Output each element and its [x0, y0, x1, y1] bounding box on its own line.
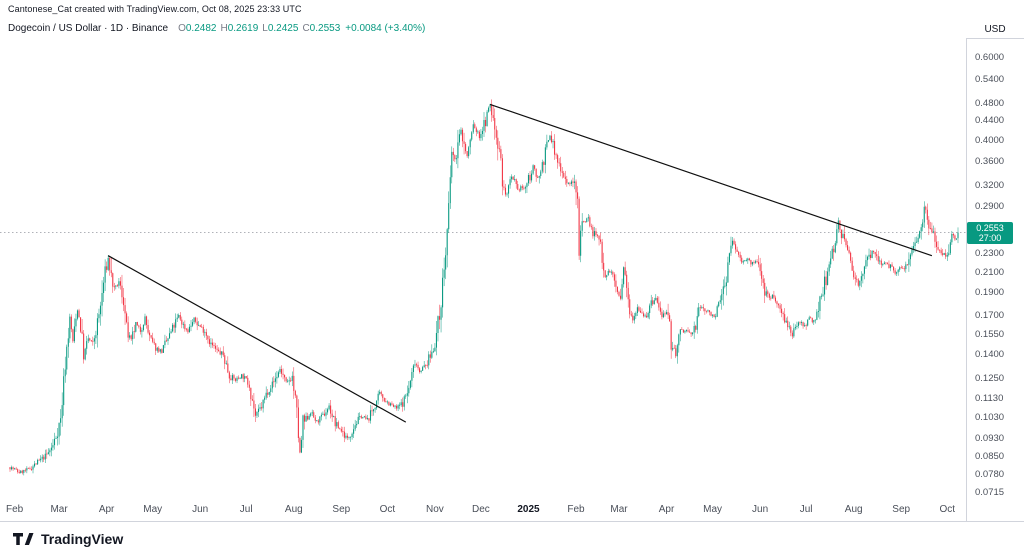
time-axis-label: Jun: [192, 504, 209, 515]
tradingview-wordmark: TradingView: [41, 530, 124, 547]
change-value: +0.0084 (+3.40%): [345, 23, 426, 34]
price-axis-label: 0.4400: [975, 115, 1005, 127]
time-axis-label: Feb: [567, 504, 585, 515]
price-axis-label: 0.5400: [975, 73, 1005, 85]
time-axis-label: Jun: [752, 504, 769, 515]
last-price-value: 0.2553: [976, 222, 1004, 233]
price-axis-label: 0.1030: [975, 412, 1005, 424]
close-label: C: [302, 23, 310, 34]
time-axis-label: Sep: [892, 504, 911, 515]
high-label: H: [220, 23, 228, 34]
price-axis-label: 0.0780: [975, 468, 1005, 480]
up-candle-bodies: [10, 104, 959, 474]
down-candle-wicks: [9, 99, 956, 475]
price-axis-label: 0.2300: [975, 247, 1005, 259]
time-axis-label: Oct: [379, 504, 396, 515]
open-value: 0.2482: [185, 23, 217, 34]
chart-header: Dogecoin / US Dollar · 1D · Binance O0.24…: [8, 23, 425, 34]
bar-countdown: 27:00: [978, 232, 1002, 243]
time-axis-label: Oct: [939, 504, 956, 515]
candlestick-chart[interactable]: [0, 40, 966, 521]
last-price-badge: 0.2553 27:00: [967, 221, 1013, 244]
time-axis[interactable]: Feb Mar Apr May Jun Jul Aug Sep Oct Nov Dec 2025 Feb…: [0, 501, 966, 519]
down-candle-bodies: [9, 104, 956, 474]
price-axis-label: 0.1700: [975, 309, 1005, 321]
tradingview-logo-icon: [13, 532, 34, 545]
time-axis-label: Apr: [98, 504, 115, 515]
time-axis-label: Jul: [799, 504, 813, 515]
time-axis-label: Mar: [610, 504, 628, 515]
time-axis-label: Apr: [658, 504, 675, 515]
price-axis-label: 0.1550: [975, 328, 1005, 340]
symbol-title[interactable]: Dogecoin / US Dollar · 1D · Binance: [8, 23, 169, 34]
price-axis-label: 0.2100: [975, 266, 1005, 278]
trendline-2[interactable]: [489, 103, 933, 257]
price-axis-label: 0.1250: [975, 372, 1005, 384]
time-axis-label: 2025: [517, 504, 540, 515]
time-axis-label: May: [143, 504, 163, 515]
price-axis-label: 0.0930: [975, 433, 1005, 444]
tradingview-logo-link[interactable]: TradingView: [13, 531, 123, 547]
ohlc-values: O0.2482 H0.2619 L0.2425 C0.2553 +0.0084 (+3.…: [174, 23, 425, 34]
price-axis-label: 0.3200: [975, 180, 1005, 192]
trendline-1[interactable]: [107, 255, 407, 423]
price-axis-label: 0.1130: [975, 393, 1004, 405]
price-axis-label: 0.4000: [975, 134, 1005, 146]
price-axis-label: 0.0715: [975, 486, 1005, 498]
price-axis-label: 0.6000: [975, 51, 1005, 63]
time-axis-label: Aug: [284, 504, 303, 515]
high-value: 0.2619: [227, 23, 259, 34]
up-candle-wicks: [11, 103, 959, 476]
time-axis-label: Nov: [425, 504, 444, 515]
currency-separator: [966, 38, 1024, 39]
price-axis-label: 0.3600: [975, 156, 1005, 168]
time-axis-label: May: [703, 504, 723, 515]
price-axis-separator: [966, 38, 967, 521]
time-axis-label: Jul: [239, 504, 253, 515]
price-axis-label: 0.2900: [975, 200, 1005, 212]
low-label: L: [262, 23, 268, 34]
open-label: O: [178, 23, 186, 34]
price-axis-label: 0.1400: [975, 349, 1005, 361]
time-axis-label: Mar: [50, 504, 68, 515]
close-value: 0.2553: [309, 23, 341, 34]
attribution-text: Cantonese_Cat created with TradingView.c…: [8, 4, 302, 14]
time-axis-label: Sep: [332, 504, 351, 515]
price-axis-label: 0.1900: [975, 287, 1005, 298]
price-axis-label: 0.4800: [975, 97, 1005, 109]
time-axis-label: Dec: [471, 504, 490, 515]
price-axis[interactable]: 0.6000 0.5400 0.4800 0.4400 0.4000 0.3600 0.32…: [967, 40, 1024, 521]
price-axis-label: 0.0850: [975, 451, 1005, 463]
low-value: 0.2425: [267, 23, 299, 34]
time-axis-label: Aug: [844, 504, 863, 515]
footer: TradingView: [0, 521, 1024, 555]
time-axis-label: Feb: [5, 504, 24, 515]
price-scale-currency[interactable]: USD: [984, 24, 1006, 35]
